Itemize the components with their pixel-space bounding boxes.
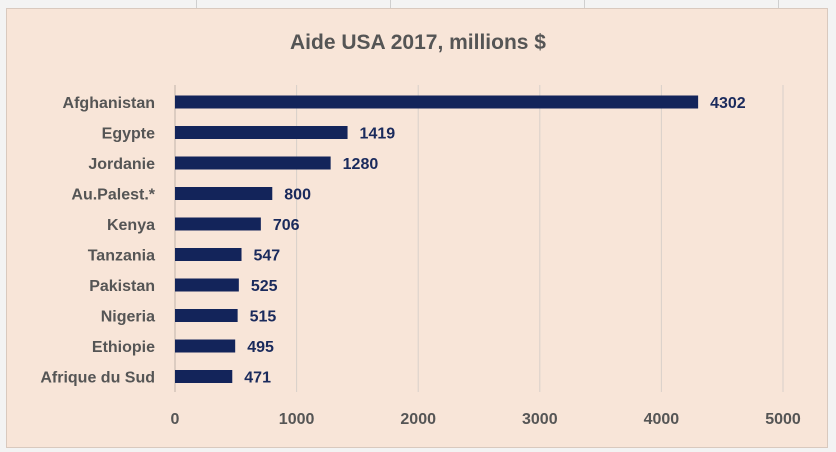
bars bbox=[175, 95, 699, 383]
category-label: Ethiopie bbox=[92, 339, 155, 356]
bar bbox=[175, 309, 238, 322]
x-tick-label: 1000 bbox=[279, 411, 315, 428]
x-tick-label: 4000 bbox=[644, 411, 680, 428]
bar bbox=[175, 187, 273, 200]
data-label: 1419 bbox=[360, 126, 396, 143]
category-label: Au.Palest.* bbox=[71, 187, 155, 204]
sheet-gridline bbox=[196, 0, 197, 10]
chart-title: Aide USA 2017, millions $ bbox=[290, 31, 546, 54]
data-label: 4302 bbox=[710, 95, 746, 112]
category-label: Kenya bbox=[107, 217, 155, 234]
chart-area[interactable] bbox=[6, 8, 828, 448]
data-label: 471 bbox=[244, 370, 271, 387]
bar bbox=[175, 95, 699, 109]
bar bbox=[175, 126, 348, 139]
sheet-gridline bbox=[390, 0, 391, 10]
bar bbox=[175, 248, 242, 261]
data-label: 547 bbox=[254, 248, 281, 265]
category-label: Tanzania bbox=[88, 248, 155, 265]
bar bbox=[175, 156, 331, 170]
category-label: Jordanie bbox=[88, 156, 155, 173]
sheet-gridline bbox=[778, 0, 779, 10]
category-label: Egypte bbox=[102, 126, 155, 143]
x-tick-label: 3000 bbox=[522, 411, 558, 428]
category-label: Pakistan bbox=[89, 278, 155, 295]
category-label: Afrique du Sud bbox=[40, 370, 155, 387]
bar bbox=[175, 339, 236, 353]
data-label: 515 bbox=[250, 309, 277, 326]
data-label: 706 bbox=[273, 217, 300, 234]
x-tick-label: 2000 bbox=[400, 411, 436, 428]
bar bbox=[175, 370, 233, 383]
x-tick-label: 0 bbox=[171, 411, 180, 428]
data-label: 1280 bbox=[343, 156, 379, 173]
data-label: 525 bbox=[251, 278, 278, 295]
data-label: 495 bbox=[247, 339, 274, 356]
labels: 0 1000 2000 3000 4000 5000 Afghanistan 4302 Egyp… bbox=[40, 95, 801, 428]
category-label: Nigeria bbox=[101, 309, 155, 326]
sheet-gridline bbox=[584, 0, 585, 10]
bar bbox=[175, 278, 239, 292]
bar bbox=[175, 217, 261, 231]
category-label: Afghanistan bbox=[63, 95, 155, 112]
x-tick-label: 5000 bbox=[765, 411, 801, 428]
data-label: 800 bbox=[284, 187, 311, 204]
